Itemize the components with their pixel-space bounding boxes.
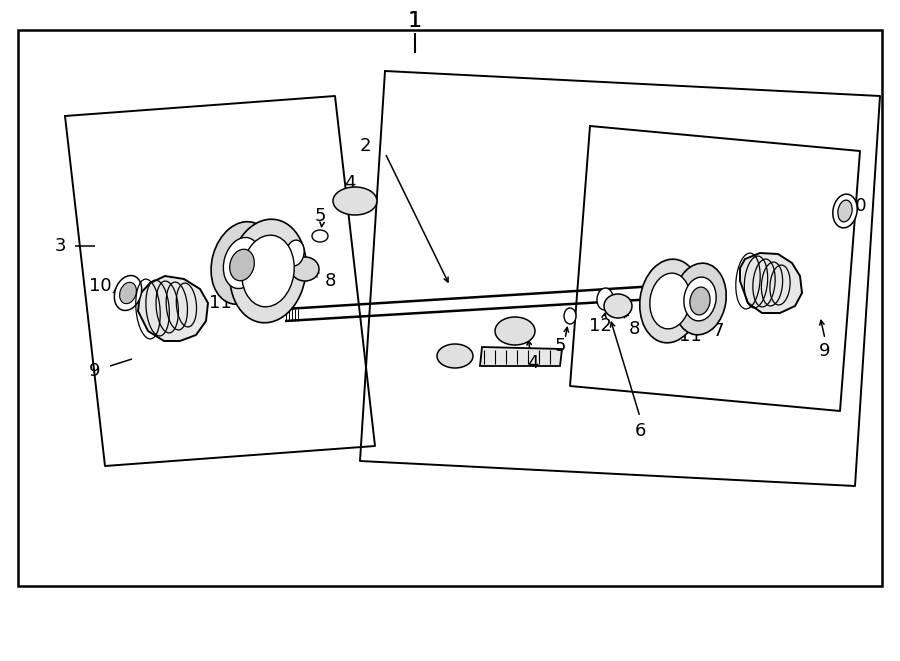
Ellipse shape bbox=[114, 276, 141, 311]
Ellipse shape bbox=[120, 282, 137, 303]
Text: 5: 5 bbox=[314, 207, 326, 225]
Bar bbox=[18, 30, 882, 586]
Ellipse shape bbox=[223, 237, 261, 289]
Ellipse shape bbox=[690, 287, 710, 315]
Polygon shape bbox=[480, 347, 562, 366]
Ellipse shape bbox=[597, 288, 613, 310]
Text: 4: 4 bbox=[344, 174, 356, 192]
Text: 8: 8 bbox=[324, 272, 336, 290]
Text: 11: 11 bbox=[209, 294, 231, 312]
Ellipse shape bbox=[674, 263, 726, 335]
Text: 1: 1 bbox=[408, 11, 422, 31]
Polygon shape bbox=[138, 276, 208, 341]
Ellipse shape bbox=[230, 249, 255, 281]
Text: 1: 1 bbox=[408, 11, 422, 31]
Ellipse shape bbox=[838, 200, 852, 222]
Ellipse shape bbox=[286, 240, 304, 266]
Text: 6: 6 bbox=[634, 422, 645, 440]
Ellipse shape bbox=[333, 187, 377, 215]
Text: 12: 12 bbox=[589, 317, 611, 335]
Text: 9: 9 bbox=[89, 362, 101, 380]
Text: 5: 5 bbox=[554, 337, 566, 355]
Text: 7: 7 bbox=[712, 322, 724, 340]
Text: 11: 11 bbox=[679, 327, 701, 345]
Text: 10: 10 bbox=[89, 277, 112, 295]
Ellipse shape bbox=[291, 257, 319, 281]
Polygon shape bbox=[740, 253, 802, 313]
Text: 3: 3 bbox=[54, 237, 66, 255]
Ellipse shape bbox=[495, 317, 535, 345]
Ellipse shape bbox=[242, 235, 294, 307]
Ellipse shape bbox=[832, 194, 857, 228]
Ellipse shape bbox=[437, 344, 473, 368]
Text: 8: 8 bbox=[628, 320, 640, 338]
Text: 12: 12 bbox=[274, 232, 296, 250]
Ellipse shape bbox=[312, 230, 328, 242]
Ellipse shape bbox=[650, 273, 690, 329]
Text: 4: 4 bbox=[527, 354, 539, 372]
Ellipse shape bbox=[640, 259, 700, 343]
Ellipse shape bbox=[564, 308, 576, 324]
Ellipse shape bbox=[684, 277, 716, 321]
Ellipse shape bbox=[212, 221, 273, 304]
Ellipse shape bbox=[604, 294, 632, 318]
Ellipse shape bbox=[230, 219, 306, 323]
Text: 10: 10 bbox=[843, 197, 867, 215]
Text: 2: 2 bbox=[359, 137, 371, 155]
Text: 7: 7 bbox=[236, 292, 248, 310]
Text: 9: 9 bbox=[819, 342, 831, 360]
